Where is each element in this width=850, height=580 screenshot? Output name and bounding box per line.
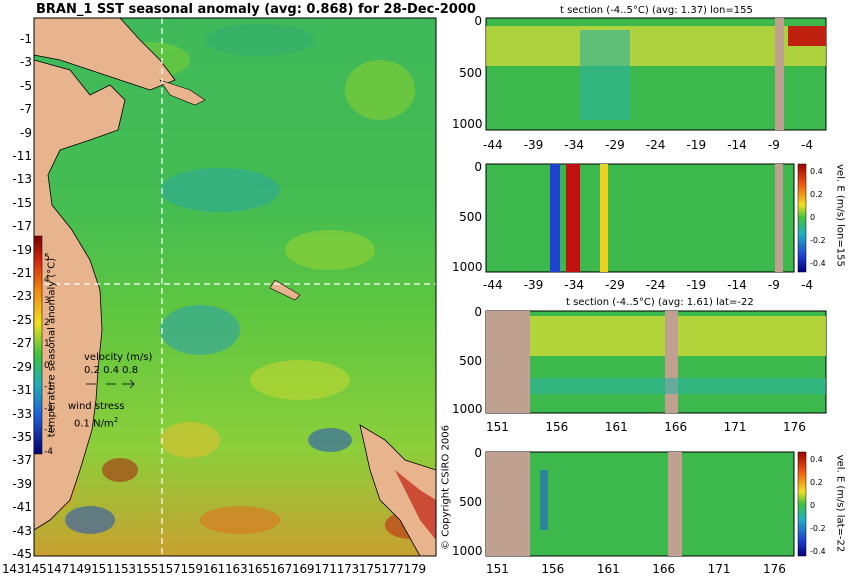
s3-y-0: 0	[474, 305, 482, 319]
s4-colorbar-label: vel. E (m/s) lat=-22	[834, 454, 846, 553]
wind-legend-value: 0.1 N/m2	[74, 416, 119, 430]
s2-y-0: 0	[474, 160, 482, 174]
section2-field	[485, 163, 795, 273]
s4-colorbar-ticks: 0.4 0.2 0 -0.2 -0.4	[810, 455, 826, 556]
section1-title: t section (-4..5°C) (avg: 1.37) lon=155	[560, 5, 753, 16]
copyright-text: © Copyright CSIRO 2006	[440, 425, 452, 550]
land-new-caledonia	[269, 279, 301, 301]
map-y-ticks: -1 -3 -5 -7 -9 -11 -13 -15 -17 -19 -21 -23 -25 -27 -29…	[12, 32, 32, 561]
section4-colorbar	[797, 451, 807, 557]
s3-y-500: 500	[459, 354, 482, 368]
s4-y-1000: 1000	[452, 544, 483, 558]
s1-y-0: 0	[474, 14, 482, 28]
map-colorbar	[33, 235, 43, 455]
land-png	[33, 17, 176, 91]
s4-y-0: 0	[474, 446, 482, 460]
s2-y-500: 500	[459, 210, 482, 224]
section4-land	[486, 452, 530, 556]
nz-anomaly	[395, 470, 436, 540]
s2-y-1000: 1000	[452, 260, 483, 274]
section3-title: t section (-4..5°C) (avg: 1.61) lat=-22	[566, 297, 754, 308]
map-colorbar-ticks: 5 4 3 2 1 0 -1 -2 -3 -4	[44, 253, 53, 457]
s4-x-ticks: 151 156 161 166 171 176	[486, 562, 786, 576]
velocity-legend-label: velocity (m/s)	[84, 352, 153, 363]
velocity-legend-values: 0.2 0.4 0.8	[84, 365, 139, 376]
s1-x-ticks: -44 -39 -34 -29 -24 -19 -14 -9 -4	[483, 138, 813, 152]
section4-field	[485, 451, 795, 557]
s3-y-1000: 1000	[452, 402, 483, 416]
velocity-legend-arrows	[86, 379, 135, 389]
map-title: BRAN_1 SST seasonal anomaly (avg: 0.868)…	[36, 2, 476, 17]
wind-legend-label: wind stress	[68, 401, 125, 412]
section2-land	[775, 164, 783, 272]
map-colorbar-label: temperature seasonal anomaly (°C)	[46, 257, 58, 438]
s2-colorbar-label: vel. E (m/s) lon=155	[834, 164, 846, 267]
land-solomon	[159, 79, 206, 106]
s2-x-ticks: -44 -39 -34 -29 -24 -19 -14 -9 -4	[483, 278, 813, 292]
s1-y-1000: 1000	[452, 117, 483, 131]
s4-y-500: 500	[459, 495, 482, 509]
section3-land	[486, 311, 530, 413]
land-australia	[33, 59, 126, 531]
section1-land	[775, 18, 784, 130]
s1-y-500: 500	[459, 66, 482, 80]
s2-colorbar-ticks: 0.4 0.2 0 -0.2 -0.4	[810, 167, 826, 268]
s3-x-ticks: 151 156 161 166 171 176	[486, 420, 806, 434]
section2-colorbar	[797, 163, 807, 273]
